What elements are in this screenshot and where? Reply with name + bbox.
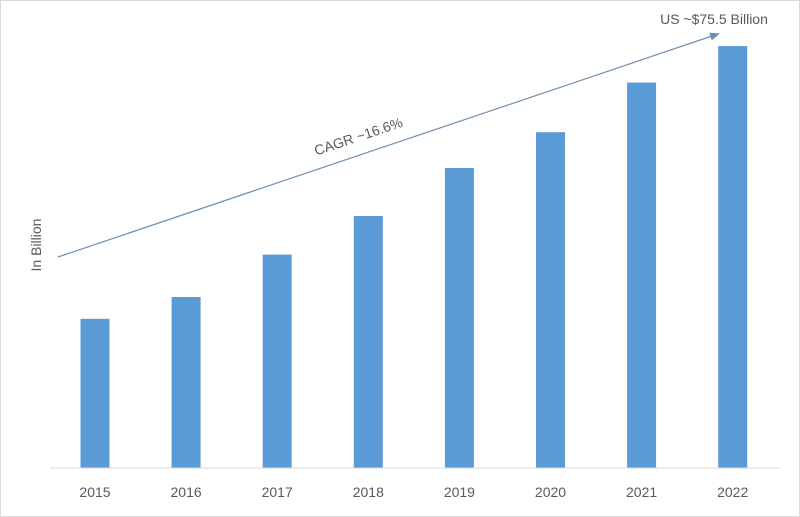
end-value-annotation: US ~$75.5 Billion (660, 11, 768, 27)
x-tick-label: 2018 (353, 484, 384, 500)
bar-2018 (353, 216, 383, 468)
x-tick-label: 2017 (262, 484, 293, 500)
x-tick-label: 2022 (717, 484, 748, 500)
x-tick-labels: 2015 2016 2017 2018 2019 2020 2021 2022 (79, 484, 748, 500)
bar-2019 (444, 168, 474, 468)
x-tick-label: 2015 (79, 484, 110, 500)
x-tick-label: 2021 (626, 484, 657, 500)
cagr-arrow (57, 32, 720, 258)
x-tick-label: 2020 (535, 484, 566, 500)
bars-group (80, 46, 748, 468)
cagr-annotation: CAGR ~16.6% (312, 114, 405, 158)
bar-2020 (536, 132, 565, 468)
x-tick-label: 2019 (444, 484, 475, 500)
x-tick-label: 2016 (171, 484, 202, 500)
bar-2017 (262, 254, 292, 468)
bar-2021 (627, 82, 657, 468)
bar-2016 (171, 297, 201, 468)
y-axis-label: In Billion (28, 219, 44, 272)
bar-2022 (718, 46, 748, 468)
bar-2015 (80, 318, 110, 468)
